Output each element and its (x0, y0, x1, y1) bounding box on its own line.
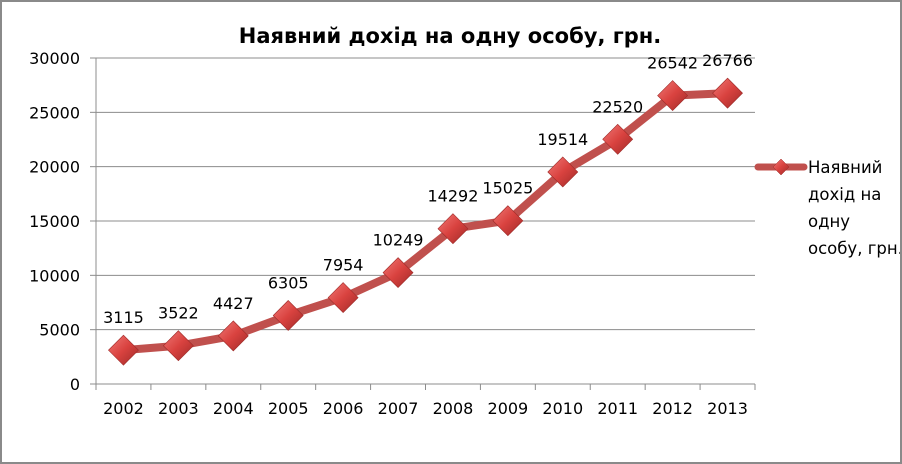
x-tick-label: 2010 (542, 399, 583, 418)
data-label: 10249 (373, 231, 424, 250)
x-tick-label: 2003 (158, 399, 199, 418)
data-label: 19514 (537, 130, 588, 149)
data-label: 22520 (592, 97, 643, 116)
chart-title: Наявний дохід на одну особу, грн. (239, 24, 662, 48)
x-tick-label: 2005 (268, 399, 309, 418)
x-tick-label: 2009 (488, 399, 529, 418)
data-label: 6305 (268, 273, 309, 292)
y-tick-label: 15000 (29, 212, 80, 231)
data-point-marker (108, 334, 139, 366)
data-point-marker (382, 257, 414, 289)
y-tick-label: 30000 (29, 49, 80, 68)
data-point-marker (602, 123, 634, 155)
x-tick-label: 2004 (213, 399, 254, 418)
x-tick-label: 2011 (597, 399, 638, 418)
data-label: 26766 (702, 51, 753, 70)
data-point-marker (327, 282, 359, 313)
data-point-marker (217, 320, 249, 352)
data-point-marker (437, 213, 469, 245)
y-tick-label: 5000 (39, 321, 80, 340)
x-tick-label: 2002 (103, 399, 144, 418)
data-point-marker (712, 77, 743, 109)
x-tick-label: 2008 (433, 399, 474, 418)
x-tick-label: 2012 (652, 399, 693, 418)
legend-label: Наявний дохід на одну особу, грн. (808, 158, 902, 258)
y-tick-label: 0 (70, 375, 80, 394)
data-point-marker (162, 330, 194, 362)
y-tick-label: 25000 (29, 103, 80, 122)
data-label: 26542 (647, 54, 698, 73)
data-label: 3115 (103, 308, 144, 327)
data-label: 15025 (482, 179, 533, 198)
y-tick-label: 20000 (29, 158, 80, 177)
legend-marker-icon (754, 158, 808, 176)
data-point-marker (492, 205, 524, 237)
x-tick-label: 2007 (378, 399, 419, 418)
data-point-marker (547, 156, 579, 188)
data-label: 14292 (428, 187, 479, 206)
data-label: 4427 (213, 294, 254, 313)
data-point-marker (272, 300, 304, 331)
data-label: 3522 (158, 304, 199, 323)
x-tick-label: 2013 (707, 399, 748, 418)
data-point-marker (657, 80, 689, 112)
y-tick-label: 10000 (29, 266, 80, 285)
data-label: 7954 (323, 256, 364, 275)
x-tick-label: 2006 (323, 399, 364, 418)
